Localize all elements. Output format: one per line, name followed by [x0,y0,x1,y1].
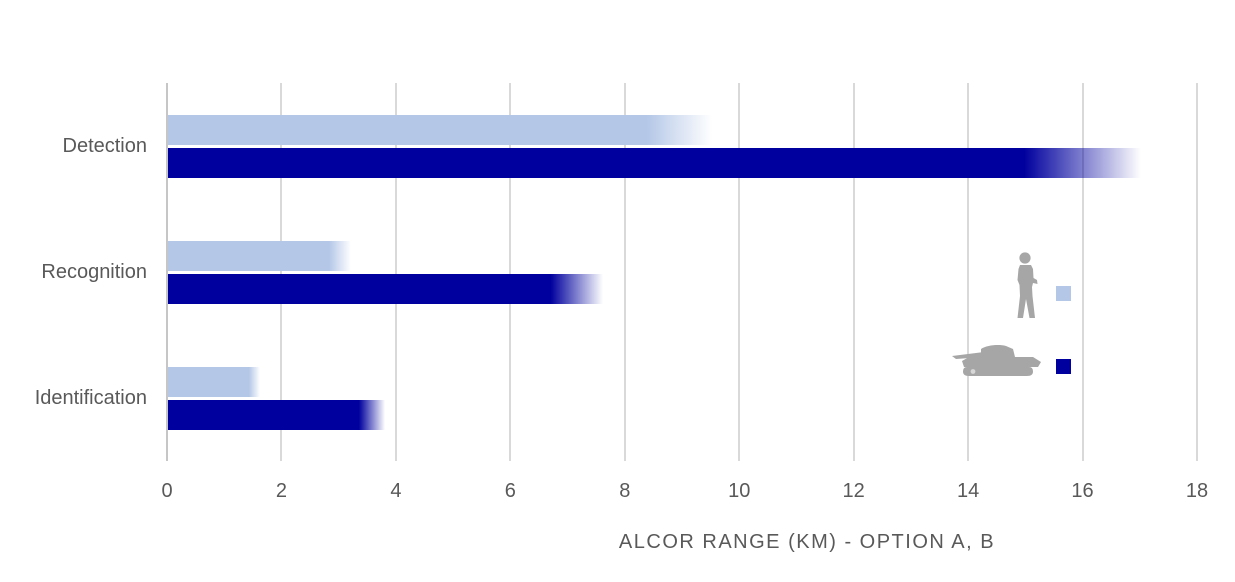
category-label: Recognition [41,261,147,283]
bar-identification-series2 [168,399,386,430]
category-label: Detection [62,135,148,157]
gridline [852,83,855,461]
tank-icon [951,343,1043,379]
x-tick-label: 16 [1071,480,1094,502]
person-icon [1006,252,1044,320]
bar-recognition-series2 [168,273,603,304]
gridline [738,83,741,461]
gridline [394,83,397,461]
x-tick-label: 0 [161,480,173,502]
x-tick-label: 6 [504,480,516,502]
gridline [1196,83,1198,461]
x-tick-label: 8 [619,480,631,502]
gridline [623,83,626,461]
x-tick-label: 14 [956,480,980,502]
bar-detection-series1 [168,114,712,145]
x-tick-label: 12 [842,480,865,502]
gridline [280,83,283,461]
x-tick-label: 10 [728,480,751,502]
gridline [967,83,970,461]
bar-identification-series1 [168,366,260,397]
x-tick-label: 4 [390,480,402,502]
axis-line [166,83,168,461]
legend-swatch-person-series [1056,286,1071,301]
x-axis-title: ALCOR RANGE (KM) - OPTION A, B [618,531,996,553]
legend-swatch-tank-series [1056,359,1071,374]
category-label: Identification [34,387,147,409]
bar-detection-series2 [168,147,1141,178]
bar-recognition-series1 [168,240,352,271]
gridline [1081,83,1084,461]
x-tick-label: 18 [1185,480,1209,502]
gridline [509,83,512,461]
x-tick-label: 2 [275,480,287,502]
